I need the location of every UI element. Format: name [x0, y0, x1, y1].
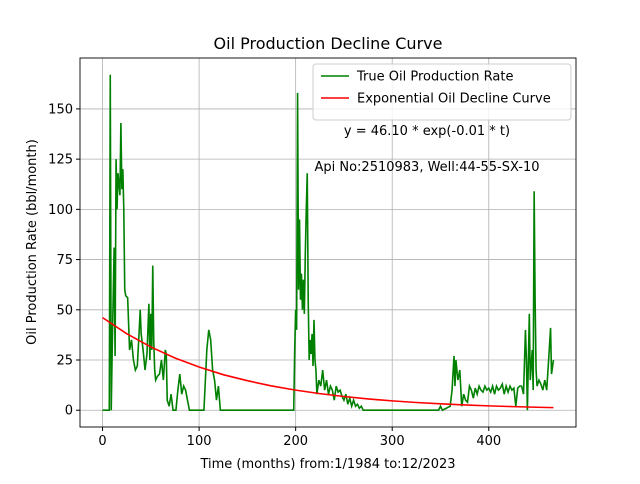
- y-tick-label: 50: [56, 303, 73, 318]
- y-tick-label: 0: [65, 404, 73, 419]
- legend-label: True Oil Production Rate: [356, 70, 513, 85]
- y-axis-label: Oil Production Rate (bbl/month): [25, 139, 40, 345]
- x-axis-label: Time (months) from:1/1984 to:12/2023: [199, 457, 455, 472]
- series-line: [102, 316, 554, 409]
- x-tick-label: 400: [476, 434, 501, 449]
- chart-title: Oil Production Decline Curve: [214, 34, 443, 53]
- y-tick-label: 75: [56, 253, 73, 268]
- x-tick-label: 100: [187, 434, 212, 449]
- legend-box: [312, 63, 572, 121]
- legend-label: Exponential Oil Decline Curve: [357, 92, 551, 107]
- plot-frame: [79, 57, 577, 428]
- y-tick-label: 150: [48, 102, 73, 117]
- series-line: [102, 74, 555, 412]
- y-tick-label: 25: [56, 354, 73, 369]
- y-tick-label: 125: [48, 153, 73, 168]
- x-tick-label: 300: [380, 434, 405, 449]
- annotation: Api No:2510983, Well:44-55-SX-10: [314, 160, 539, 175]
- x-tick-label: 0: [98, 434, 106, 449]
- x-tick-label: 200: [283, 434, 308, 449]
- annotation: y = 46.10 * exp(-0.01 * t): [344, 124, 510, 139]
- y-tick-label: 100: [48, 203, 73, 218]
